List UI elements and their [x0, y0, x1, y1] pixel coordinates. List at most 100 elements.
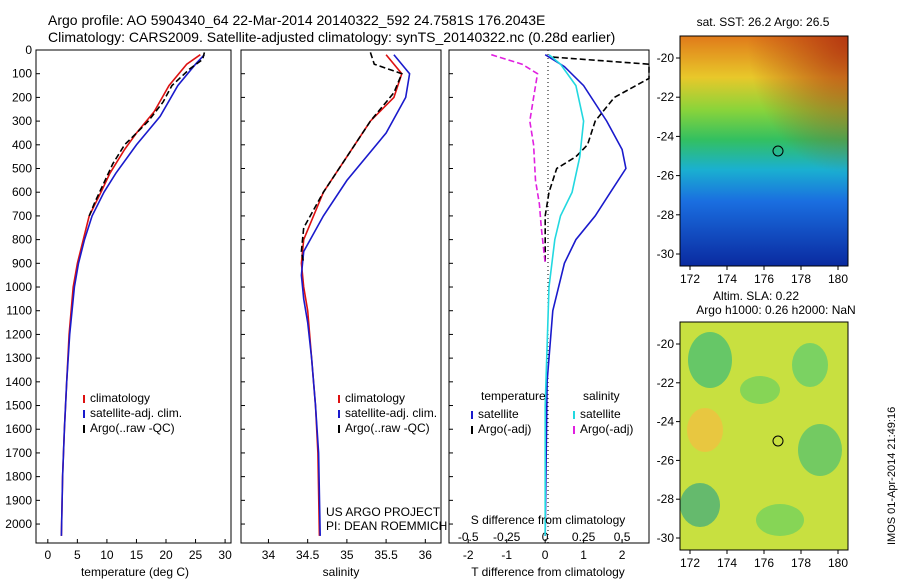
salinity-series [241, 49, 411, 536]
salinity-plot-frame [240, 49, 442, 544]
map-x-tick-label: 174 [717, 556, 737, 570]
temperature-plot-frame [35, 49, 232, 544]
legend-label: satellite-adj. clim. [345, 406, 437, 420]
series-line [544, 54, 585, 536]
difference-x-label: T difference from climatology [471, 565, 625, 579]
top-tick-label: -0.5 [458, 530, 479, 544]
argo-location-marker-sla [772, 435, 784, 447]
map-x-tick-label: 180 [828, 272, 848, 286]
y-tick-label: 1300 [5, 351, 32, 365]
y-tick-label: 1200 [5, 327, 32, 341]
x-tick-label: 35 [340, 548, 354, 562]
difference-plot-frame [448, 49, 650, 544]
map-y-tick-label: -30 [657, 531, 675, 545]
y-tick-label: 1500 [5, 399, 32, 413]
map-y-tick-label: -22 [657, 90, 675, 104]
x-tick-label: 0 [542, 548, 549, 562]
sla-map-y-ticks: -20 -22 -24 -26 -28 -30 [657, 337, 680, 545]
map-x-tick-label: 178 [791, 272, 811, 286]
x-tick-label: -2 [463, 548, 474, 562]
legend-label: climatology [90, 391, 150, 405]
temperature-series [60, 52, 206, 536]
y-tick-label: 2000 [5, 517, 32, 531]
y-tick-label: 0 [25, 43, 32, 57]
x-tick-label: 34.5 [296, 548, 320, 562]
map-x-tick-label: 176 [754, 556, 774, 570]
map-y-tick-label: -28 [657, 208, 675, 222]
series-line [88, 52, 206, 217]
sst-map-y-ticks: -20 -22 -24 -26 -28 -30 [657, 51, 680, 261]
legend-title-temperature: temperature [481, 389, 546, 403]
imos-footer: IMOS 01-Apr-2014 21:49:16 [886, 407, 898, 545]
top-tick-label: 0.25 [572, 530, 596, 544]
x-tick-label: 10 [100, 548, 114, 562]
sla-map-title: Altim. SLA: 0.22 [713, 289, 799, 303]
y-tick-label: 1800 [5, 470, 32, 484]
y-tick-label: 1400 [5, 375, 32, 389]
y-tick-label: 1700 [5, 446, 32, 460]
map-y-tick-label: -20 [657, 51, 675, 65]
temperature-x-label: temperature (deg C) [81, 565, 189, 579]
profile-title: Argo profile: AO 5904340_64 22-Mar-2014 … [48, 12, 546, 28]
map-y-tick-label: -24 [657, 415, 675, 429]
y-tick-label: 200 [12, 90, 32, 104]
y-tick-label: 1000 [5, 280, 32, 294]
sla-map-x-ticks: 172 174 176 178 180 [680, 550, 848, 570]
x-tick-label: 15 [130, 548, 144, 562]
sla-map-subtitle: Argo h1000: 0.26 h2000: NaN [696, 303, 855, 317]
sst-map-x-ticks: 172 174 176 178 180 [680, 266, 848, 286]
difference-top-ticks: -0.5 -0.25 0 0.25 0.5 [458, 530, 631, 544]
legend-label: Argo(-adj) [478, 422, 531, 436]
y-tick-label: 1600 [5, 422, 32, 436]
legend-label: satellite [478, 407, 519, 421]
x-tick-label: -1 [501, 548, 512, 562]
legend-label: satellite [580, 407, 621, 421]
series-line [300, 52, 403, 264]
x-tick-label: 25 [189, 548, 203, 562]
map-y-tick-label: -30 [657, 247, 675, 261]
difference-x-ticks: -2 -1 0 1 2 [463, 539, 626, 562]
map-y-tick-label: -26 [657, 169, 675, 183]
salinity-x-label: salinity [323, 565, 360, 579]
climatology-subtitle: Climatology: CARS2009. Satellite-adjuste… [48, 29, 616, 45]
x-tick-label: 0 [44, 548, 51, 562]
map-y-tick-label: -28 [657, 492, 675, 506]
pi-annotation: PI: DEAN ROEMMICH [326, 519, 447, 533]
legend-label: Argo(-adj) [580, 422, 633, 436]
x-tick-label: 2 [619, 548, 626, 562]
x-tick-label: 36 [419, 548, 433, 562]
y-tick-label: 500 [12, 162, 32, 176]
y-tick-label: 800 [12, 233, 32, 247]
map-x-tick-label: 174 [717, 272, 737, 286]
y-tick-label: 700 [12, 209, 32, 223]
sst-map-title: sat. SST: 26.2 Argo: 26.5 [697, 15, 830, 29]
y-tick-label: 600 [12, 185, 32, 199]
temperature-x-ticks: 0 5 10 15 20 25 30 [44, 539, 232, 562]
legend-label: satellite-adj. clim. [90, 406, 182, 420]
y-tick-label: 300 [12, 114, 32, 128]
legend-label: Argo(..raw -QC) [90, 421, 175, 435]
map-x-tick-label: 172 [680, 272, 700, 286]
difference-series [449, 49, 650, 536]
us-argo-annotation: US ARGO PROJECT [326, 505, 441, 519]
y-tick-label: 100 [12, 67, 32, 81]
sst-map [679, 35, 849, 267]
map-x-tick-label: 178 [791, 556, 811, 570]
legend-label: climatology [345, 391, 405, 405]
y-tick-label: 400 [12, 138, 32, 152]
top-tick-label: -0.25 [493, 530, 521, 544]
legend-label: Argo(..raw -QC) [345, 421, 430, 435]
top-tick-label: 0 [542, 530, 549, 544]
legend-title-salinity: salinity [583, 389, 620, 403]
x-tick-label: 1 [580, 548, 587, 562]
series-line [544, 54, 627, 536]
map-y-tick-label: -20 [657, 337, 675, 351]
x-tick-label: 5 [74, 548, 81, 562]
y-tick-label: 900 [12, 256, 32, 270]
x-tick-label: 30 [218, 548, 232, 562]
